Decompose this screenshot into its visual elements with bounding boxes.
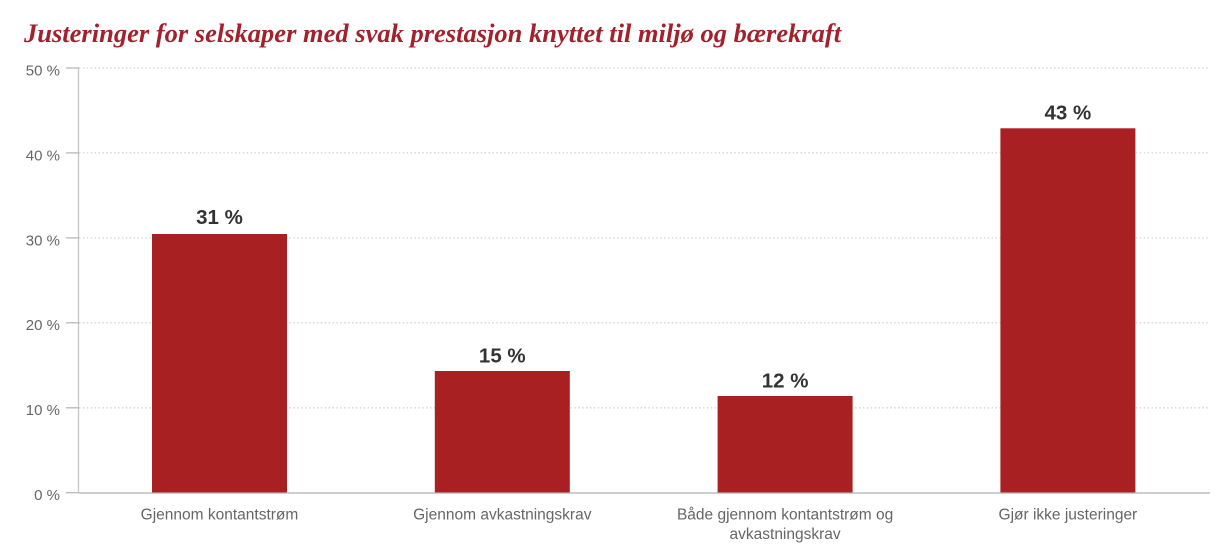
- svg-text:Gjennom avkastningskrav: Gjennom avkastningskrav: [413, 507, 592, 524]
- svg-text:Gjennom kontantstrøm: Gjennom kontantstrøm: [141, 507, 299, 524]
- svg-text:15 %: 15 %: [479, 345, 526, 368]
- svg-text:12 %: 12 %: [762, 370, 809, 393]
- svg-text:avkastningskrav: avkastningskrav: [730, 526, 841, 543]
- svg-text:0 %: 0 %: [34, 487, 60, 504]
- svg-text:10 %: 10 %: [26, 402, 60, 419]
- svg-text:Gjør ikke justeringer: Gjør ikke justeringer: [999, 507, 1138, 524]
- svg-text:20 %: 20 %: [26, 317, 60, 334]
- svg-text:50 %: 50 %: [26, 62, 60, 79]
- svg-text:31 %: 31 %: [196, 206, 243, 229]
- svg-text:43 %: 43 %: [1045, 102, 1092, 125]
- svg-text:Justeringer for selskaper med: Justeringer for selskaper med svak prest…: [23, 18, 843, 48]
- svg-text:30 %: 30 %: [26, 232, 60, 249]
- svg-text:40 %: 40 %: [26, 147, 60, 164]
- svg-text:Både gjennom kontantstrøm og: Både gjennom kontantstrøm og: [677, 507, 893, 524]
